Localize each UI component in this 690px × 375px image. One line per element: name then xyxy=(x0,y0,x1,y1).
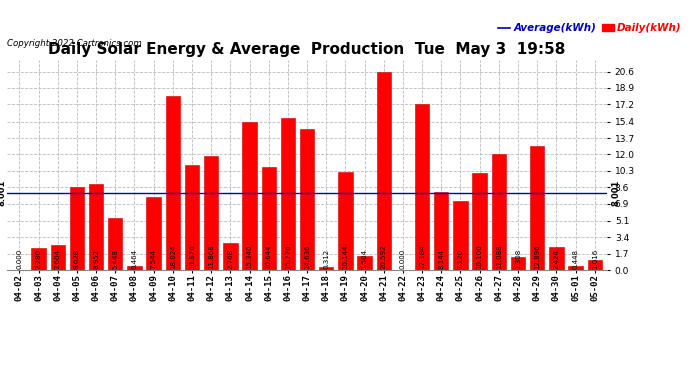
Text: 15.776: 15.776 xyxy=(285,244,291,269)
Legend: Average(kWh), Daily(kWh): Average(kWh), Daily(kWh) xyxy=(494,19,686,38)
Text: 12.088: 12.088 xyxy=(496,244,502,269)
Text: 7.120: 7.120 xyxy=(457,249,464,269)
Bar xyxy=(319,267,333,270)
Bar xyxy=(262,168,276,270)
Text: 2.424: 2.424 xyxy=(553,249,560,269)
Bar xyxy=(473,173,487,270)
Text: 0.312: 0.312 xyxy=(323,249,329,269)
Text: 7.544: 7.544 xyxy=(150,249,157,269)
Text: 10.144: 10.144 xyxy=(342,244,348,269)
Bar xyxy=(492,153,506,270)
Text: 15.340: 15.340 xyxy=(246,244,253,269)
Bar xyxy=(31,248,46,270)
Bar xyxy=(453,201,468,270)
Bar xyxy=(50,245,65,270)
Text: 0.448: 0.448 xyxy=(573,249,578,269)
Text: 10.876: 10.876 xyxy=(189,244,195,269)
Bar xyxy=(70,187,84,270)
Text: 20.592: 20.592 xyxy=(381,244,387,269)
Text: 17.184: 17.184 xyxy=(419,244,425,269)
Text: 8.952: 8.952 xyxy=(93,249,99,269)
Text: 8.001: 8.001 xyxy=(0,180,7,206)
Text: 2.604: 2.604 xyxy=(55,249,61,269)
Text: 8.628: 8.628 xyxy=(74,249,80,269)
Bar xyxy=(511,257,525,270)
Bar xyxy=(549,247,564,270)
Bar xyxy=(127,266,141,270)
Text: 8.144: 8.144 xyxy=(438,249,444,269)
Text: 2.768: 2.768 xyxy=(227,249,233,269)
Bar xyxy=(185,165,199,270)
Bar xyxy=(588,260,602,270)
Title: Daily Solar Energy & Average  Production  Tue  May 3  19:58: Daily Solar Energy & Average Production … xyxy=(48,42,566,57)
Text: 2.280: 2.280 xyxy=(36,249,41,269)
Text: 1.308: 1.308 xyxy=(515,249,521,269)
Bar xyxy=(530,146,544,270)
Text: 0.000: 0.000 xyxy=(400,249,406,269)
Text: 8.001: 8.001 xyxy=(612,180,621,206)
Text: 11.868: 11.868 xyxy=(208,244,214,269)
Text: 12.896: 12.896 xyxy=(534,244,540,269)
Text: 5.448: 5.448 xyxy=(112,249,118,269)
Text: 14.636: 14.636 xyxy=(304,244,310,269)
Bar xyxy=(242,122,257,270)
Text: 10.644: 10.644 xyxy=(266,244,272,269)
Text: 10.100: 10.100 xyxy=(477,244,483,269)
Bar xyxy=(146,197,161,270)
Bar xyxy=(569,266,583,270)
Bar xyxy=(357,255,372,270)
Bar xyxy=(204,156,218,270)
Text: 1.504: 1.504 xyxy=(362,249,368,269)
Bar xyxy=(434,192,448,270)
Bar xyxy=(377,72,391,270)
Text: Copyright 2022 Cartronics.com: Copyright 2022 Cartronics.com xyxy=(7,39,141,48)
Bar xyxy=(166,96,180,270)
Bar xyxy=(281,118,295,270)
Bar xyxy=(338,172,353,270)
Bar xyxy=(108,217,122,270)
Bar xyxy=(415,105,429,270)
Bar xyxy=(89,184,104,270)
Text: 1.016: 1.016 xyxy=(592,249,598,269)
Bar xyxy=(223,243,237,270)
Bar xyxy=(300,129,314,270)
Text: 0.000: 0.000 xyxy=(17,249,22,269)
Text: 0.464: 0.464 xyxy=(131,249,137,269)
Text: 18.024: 18.024 xyxy=(170,244,176,269)
